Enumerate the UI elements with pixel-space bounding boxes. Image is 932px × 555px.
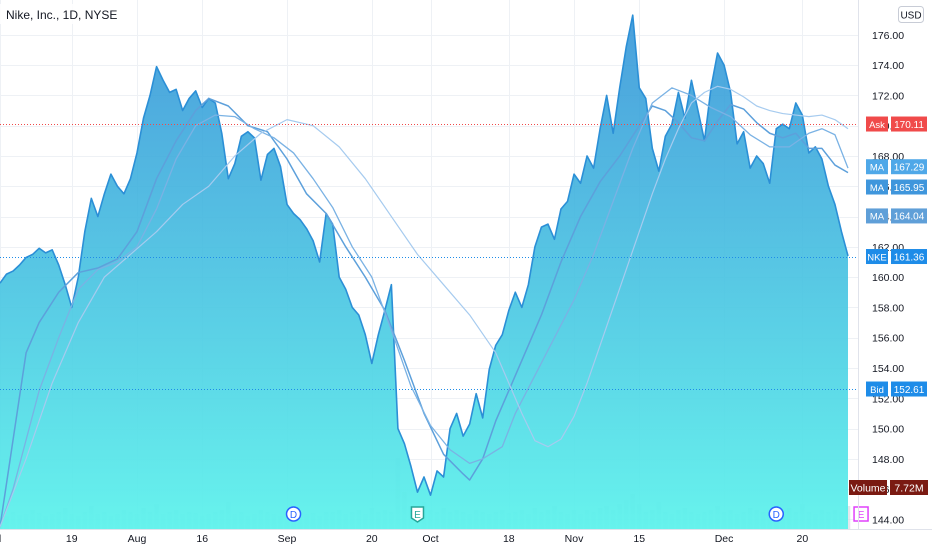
moving-average-lines [0, 85, 849, 528]
price-label-name: Ask [869, 120, 885, 131]
price-tick-label: 150.00 [872, 424, 904, 436]
currency-button-box[interactable] [898, 6, 924, 23]
price-label-value: 164.04 [894, 212, 925, 223]
price-tick-label: 154.00 [872, 363, 904, 375]
price-area-fill [0, 15, 848, 530]
time-tick-label: 19 [66, 533, 78, 545]
marker-label: D [290, 510, 297, 521]
symbol-title: Nike, Inc., 1D, NYSE [6, 8, 117, 22]
price-label-value: 167.29 [894, 163, 925, 174]
volume-readout: Volume 7.72M [849, 480, 928, 495]
price-label-value-box [891, 159, 927, 175]
price-label-value-box [891, 381, 927, 397]
price-line[interactable] [0, 14, 849, 496]
earnings-marker[interactable]: E [410, 506, 425, 523]
price-label-name: NKE [867, 252, 887, 263]
price-label-value-box [891, 249, 927, 265]
price-tick-label: 176.00 [872, 30, 904, 42]
price-label-name-box [866, 159, 888, 175]
price-label-name-box [866, 249, 888, 265]
time-tick-label: Sep [278, 533, 297, 545]
price-label-name: MA [870, 163, 885, 174]
price-label-value: 152.61 [894, 385, 925, 396]
volume-readout-name-box [849, 480, 887, 495]
currency-button[interactable]: USD [898, 6, 924, 23]
marker-shape[interactable] [768, 506, 784, 522]
currency-label[interactable]: USD [900, 11, 921, 22]
price-label-value-box [891, 179, 927, 195]
price-tick-label: 144.00 [872, 514, 904, 526]
time-tick-label: Aug [128, 533, 147, 545]
moving-average-line[interactable] [0, 85, 849, 528]
marker-shape[interactable] [853, 506, 869, 522]
moving-average-line[interactable] [0, 97, 849, 528]
price-tick-label: 156.00 [872, 333, 904, 345]
price-label-name-box [866, 179, 888, 195]
price-label-name: MA [870, 183, 885, 194]
dividend-marker[interactable]: D [768, 506, 784, 522]
marker-shape[interactable] [285, 506, 302, 522]
price-tick-label: 158.00 [872, 302, 904, 314]
price-label-value: 161.36 [894, 252, 925, 263]
time-tick-label: 16 [196, 533, 208, 545]
axes [0, 0, 932, 530]
time-tick-label: 15 [633, 533, 645, 545]
volume-readout-name: Volume [850, 483, 885, 495]
price-level-lines [0, 124, 859, 390]
price-label-name: MA [870, 212, 885, 223]
dividend-marker[interactable]: D [285, 506, 302, 522]
moving-average-line[interactable] [0, 87, 849, 528]
marker-shape[interactable] [410, 506, 425, 523]
time-tick-label: Nov [565, 533, 584, 545]
marker-label: E [858, 510, 865, 521]
time-axis[interactable]: l 19 Aug 16 Sep 20 Oct 18 Nov 15 Dec 20 [0, 533, 808, 545]
price-tick-label: 160.00 [872, 272, 904, 284]
price-label-name: Bid [870, 385, 884, 396]
header: Nike, Inc., 1D, NYSE [0, 4, 117, 24]
marker-label: E [414, 510, 421, 521]
price-tick-label: 174.00 [872, 60, 904, 72]
time-tick-label: Dec [715, 533, 734, 545]
price-label-name-box [866, 208, 888, 224]
price-axis[interactable]: 144.00146.00148.00150.00152.00154.00156.… [872, 30, 904, 527]
price-label-name-box [866, 116, 888, 132]
price-tick-label: 172.00 [872, 90, 904, 102]
price-label-name-box [866, 381, 888, 397]
header-bg [0, 4, 112, 24]
time-tick-label: 18 [503, 533, 515, 545]
volume-readout-value: 7.72M [894, 483, 923, 495]
time-tick-label: 20 [366, 533, 378, 545]
volume-readout-value-box [890, 480, 928, 495]
price-label-value-box [891, 208, 927, 224]
price-axis-labels: Ask 170.11 MA 167.29 MA 165.95 MA 164.04 NKE 161.… [866, 116, 927, 397]
price-label-value: 170.11 [894, 120, 924, 131]
price-tick-label: 148.00 [872, 454, 904, 466]
time-tick-label: Oct [422, 533, 438, 545]
price-label-value: 165.95 [894, 183, 925, 194]
marker-label: D [773, 510, 780, 521]
price-area [0, 14, 849, 530]
time-tick-label: 20 [796, 533, 808, 545]
time-tick-label: l [0, 533, 1, 545]
price-label-value-box [891, 116, 927, 132]
earnings-marker[interactable]: E [853, 506, 869, 522]
